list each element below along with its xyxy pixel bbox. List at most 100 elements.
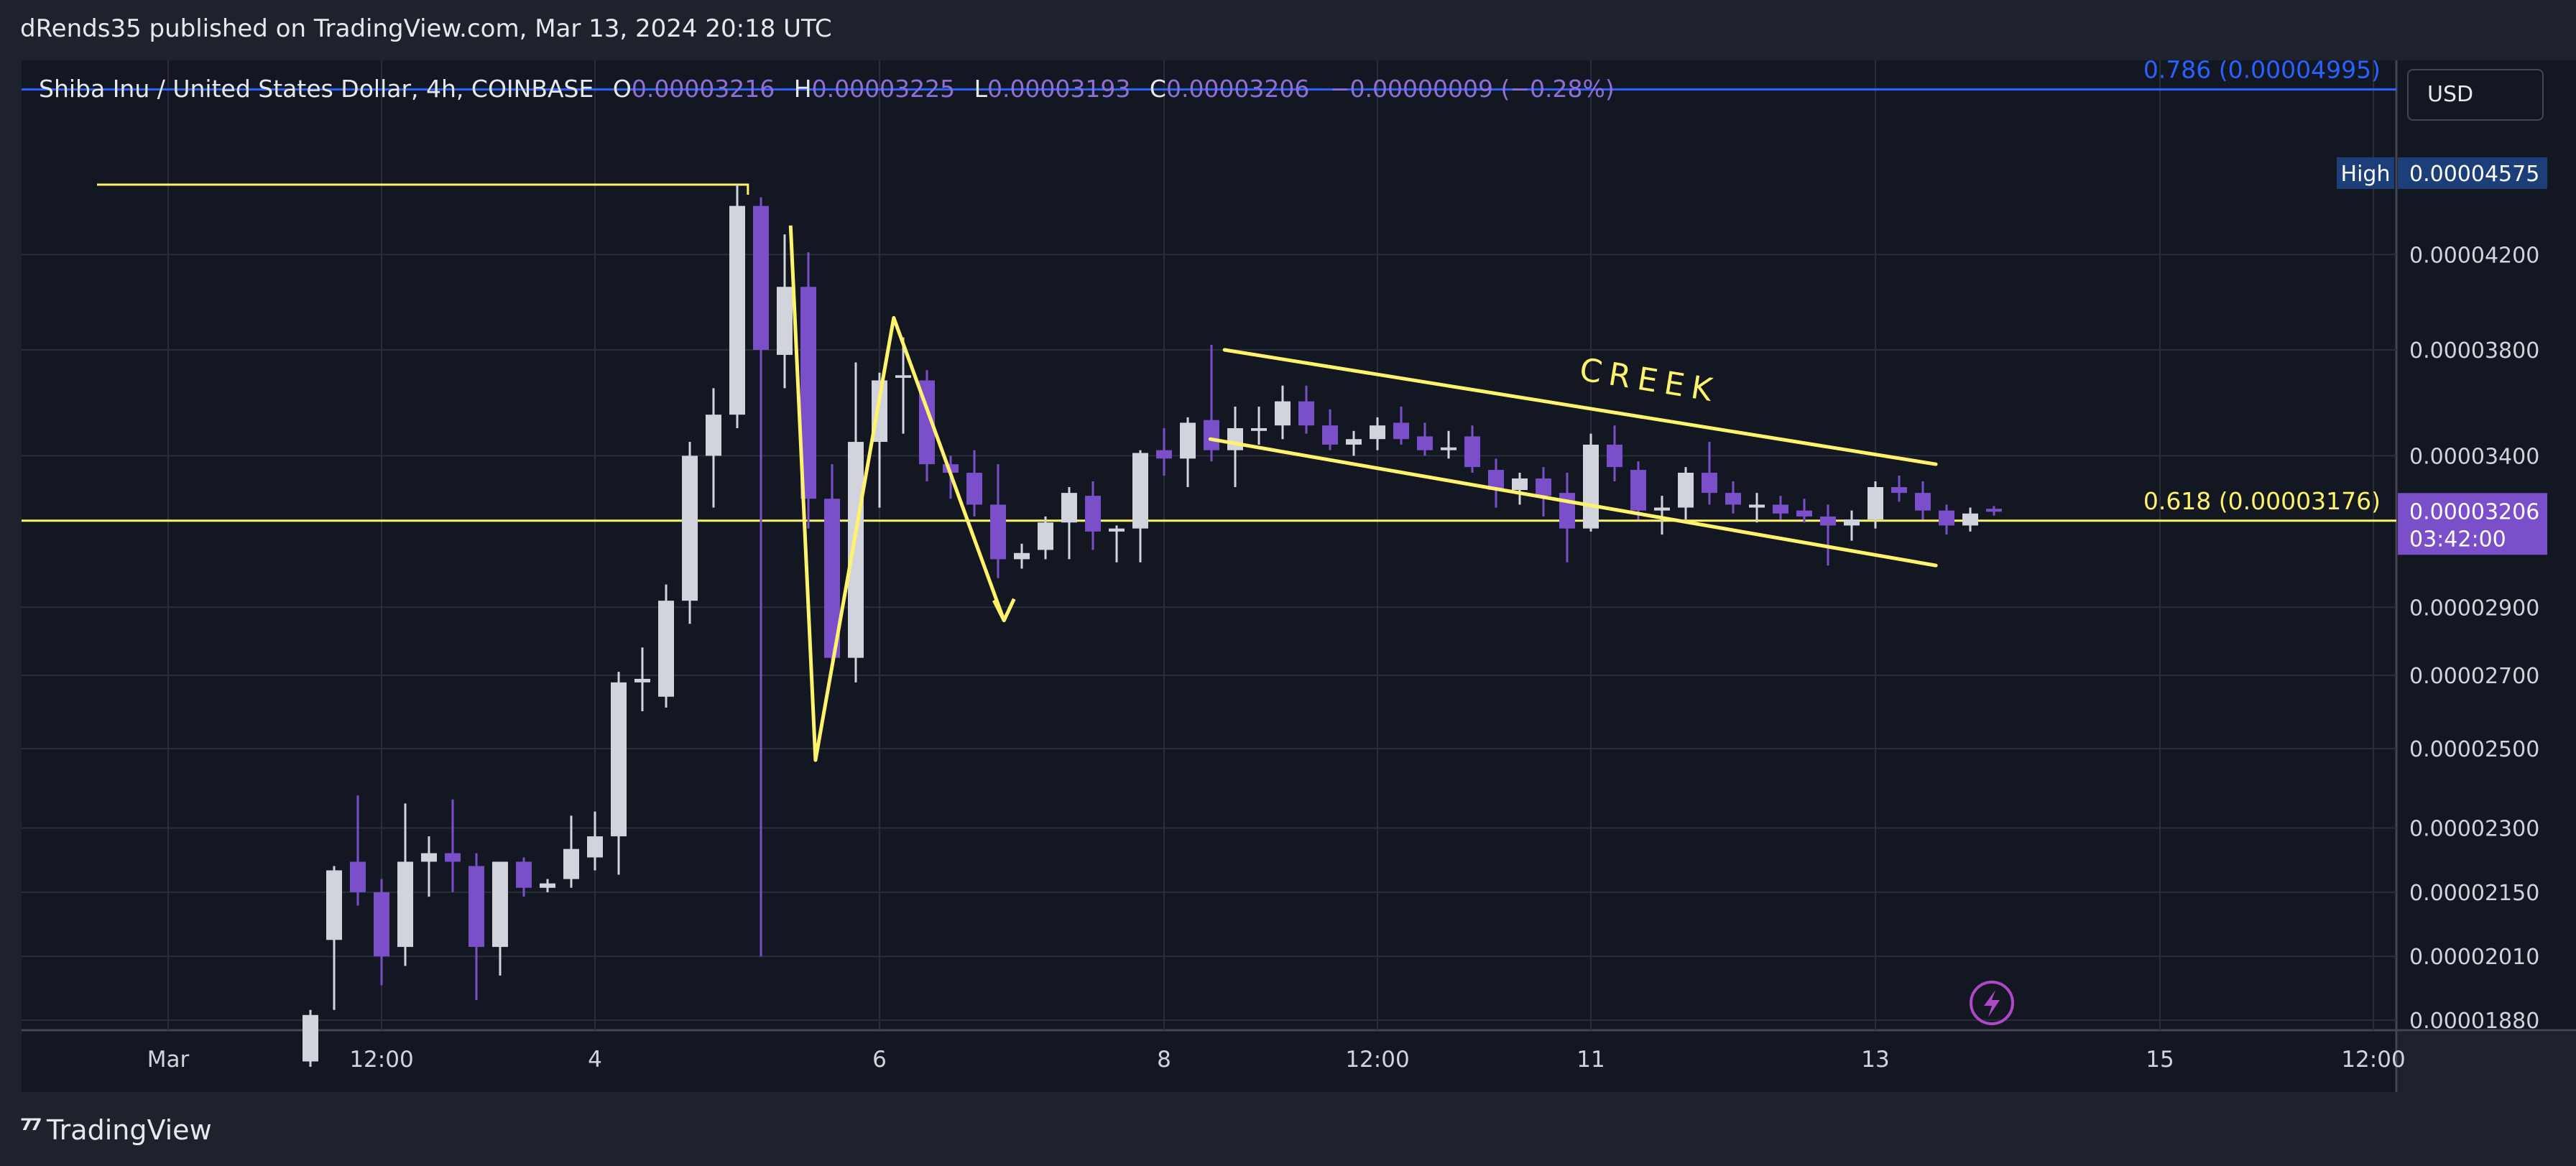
candle-body[interactable] <box>1701 473 1717 494</box>
candle-body[interactable] <box>1014 552 1030 560</box>
candle-body[interactable] <box>1536 478 1552 496</box>
candle-body[interactable] <box>587 836 603 858</box>
candle-body[interactable] <box>420 853 437 862</box>
high-badge <box>2337 157 2394 189</box>
brand-text: TradingView <box>47 1114 212 1146</box>
candle-body[interactable] <box>1725 493 1741 505</box>
candle-body[interactable] <box>1322 425 1339 445</box>
candle-body[interactable] <box>1038 522 1054 550</box>
candle-body[interactable] <box>1203 420 1219 450</box>
candle-body[interactable] <box>611 682 627 837</box>
fib-0.786-label: 0.786 (0.00004995) <box>2143 60 2381 84</box>
candle-body[interactable] <box>1085 496 1101 532</box>
candle-body[interactable] <box>1487 470 1504 491</box>
candle-body[interactable] <box>1061 493 1077 523</box>
time-axis[interactable] <box>22 1030 2576 1092</box>
channel-upper-line[interactable] <box>1222 348 1938 466</box>
candle-body[interactable] <box>658 601 674 697</box>
candle-body[interactable] <box>1156 450 1172 459</box>
candle-body[interactable] <box>1820 516 1837 526</box>
x-tick-label: 12:00 <box>349 1047 413 1073</box>
candle-body[interactable] <box>1843 519 1860 526</box>
channel-lower-line[interactable] <box>1208 437 1938 568</box>
candle-body[interactable] <box>1749 504 1765 508</box>
candle-body[interactable] <box>1345 439 1362 445</box>
candle-body[interactable] <box>1132 453 1148 529</box>
candle-body[interactable] <box>705 415 721 456</box>
candle-body[interactable] <box>468 866 485 948</box>
candle-body[interactable] <box>753 205 770 350</box>
last-price-text: 0.00003206 <box>2409 499 2539 524</box>
candle-body[interactable] <box>1985 509 2002 512</box>
candle-body[interactable] <box>1298 401 1314 426</box>
candle-body[interactable] <box>1416 436 1433 450</box>
symbol-name[interactable]: Shiba Inu / United States Dollar, 4h, CO… <box>39 75 594 103</box>
candle-body[interactable] <box>1393 422 1410 440</box>
resistance-line[interactable] <box>97 183 749 195</box>
candle-body[interactable] <box>776 287 793 355</box>
candle-body[interactable] <box>1654 507 1670 511</box>
publish-bar: dRends35 published on TradingView.com, M… <box>0 0 2576 60</box>
candle-body[interactable] <box>634 678 650 683</box>
candle-body[interactable] <box>1274 401 1291 426</box>
candle-body[interactable] <box>895 375 912 378</box>
x-tick-label: 11 <box>1576 1047 1605 1073</box>
candle-body[interactable] <box>1678 473 1694 508</box>
candle-body[interactable] <box>516 861 532 888</box>
price-chart[interactable]: 0.00001880 0.00002010 0.00002150 0.00002300… <box>22 60 2576 1092</box>
y-tick-label: 0.00002700 <box>2409 664 2539 689</box>
candle-body[interactable] <box>1559 493 1575 529</box>
candle-body[interactable] <box>397 861 414 948</box>
candle-body[interactable] <box>540 883 556 888</box>
candle-body[interactable] <box>1512 478 1528 491</box>
chart-area[interactable]: 0.00001880 0.00002010 0.00002150 0.00002300… <box>22 60 2576 1092</box>
candle-body[interactable] <box>1109 528 1125 532</box>
currency-selector[interactable]: USD <box>2407 69 2544 121</box>
y-tick-label: 0.00004200 <box>2409 243 2539 268</box>
published-text: dRends35 published on TradingView.com, M… <box>20 14 832 43</box>
plot-background[interactable] <box>22 60 2396 1030</box>
countdown-text: 03:42:00 <box>2409 527 2506 552</box>
candle-body[interactable] <box>491 861 508 948</box>
zigzag-line[interactable] <box>788 225 1006 762</box>
candle-body[interactable] <box>1180 422 1196 459</box>
lightning-icon[interactable] <box>1970 981 2014 1025</box>
candle-body[interactable] <box>1630 470 1646 511</box>
x-tick-label: Mar <box>147 1047 190 1073</box>
candle-body[interactable] <box>1464 436 1481 468</box>
candle-body[interactable] <box>326 870 343 940</box>
candle-body[interactable] <box>847 442 864 658</box>
candle-body[interactable] <box>374 892 389 957</box>
x-tick-label: 15 <box>2146 1047 2174 1073</box>
candle-body[interactable] <box>1607 444 1623 468</box>
fib-0.618-label: 0.618 (0.00003176) <box>2143 487 2381 515</box>
candle-body[interactable] <box>989 504 1006 560</box>
candle-body[interactable] <box>1939 510 1954 526</box>
candle-body[interactable] <box>1583 444 1599 529</box>
footer-bar <box>0 1092 2576 1166</box>
high-value-badge <box>2398 157 2547 189</box>
candle-body[interactable] <box>563 848 579 879</box>
candle-body[interactable] <box>445 853 461 862</box>
candle-body[interactable] <box>1370 425 1385 440</box>
candle-body[interactable] <box>966 473 983 505</box>
candle-body[interactable] <box>1772 504 1788 514</box>
candle-body[interactable] <box>1441 447 1456 450</box>
candle-body[interactable] <box>1962 513 1979 526</box>
candle-body[interactable] <box>824 499 841 658</box>
candle-body[interactable] <box>1891 487 1908 494</box>
candle-body[interactable] <box>1251 427 1268 431</box>
candle-body[interactable] <box>1796 510 1812 517</box>
candle-body[interactable] <box>349 861 366 892</box>
candle-body[interactable] <box>800 287 816 499</box>
high-value: 0.00003225 <box>811 75 956 103</box>
candle-body[interactable] <box>729 205 745 415</box>
candle-body[interactable] <box>1914 493 1931 511</box>
tradingview-logo[interactable]: ⁷⁷ TradingView <box>20 1114 212 1147</box>
candle-body[interactable] <box>943 464 959 473</box>
candle-body[interactable] <box>682 455 698 601</box>
candle-body[interactable] <box>1227 427 1243 450</box>
candle-body[interactable] <box>1868 487 1883 520</box>
zigzag-arrowhead <box>992 598 1016 623</box>
candle-body[interactable] <box>303 1014 318 1062</box>
